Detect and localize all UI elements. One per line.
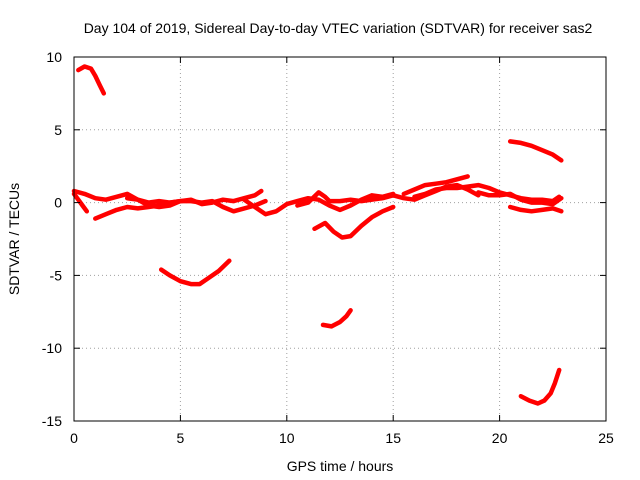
- series-arc-15: [320, 308, 353, 329]
- series-arc-3: [71, 191, 90, 214]
- grid-layer: [74, 57, 606, 421]
- y-tick-label: 5: [54, 122, 62, 138]
- y-tick-label: 0: [54, 195, 62, 211]
- series-arc-2: [71, 188, 264, 210]
- tick-layer: 0 5 10 15 20 25 -15 -10 -5 0 5 10: [42, 49, 614, 446]
- series-layer: [71, 64, 564, 406]
- x-axis-label: GPS time / hours: [287, 458, 394, 474]
- series-arc-8: [401, 174, 470, 197]
- plot-frame: [73, 56, 607, 422]
- x-tick-label: 25: [598, 430, 614, 446]
- series-arc-12: [507, 139, 564, 163]
- series-arc-6: [241, 191, 396, 217]
- y-axis-label: SDTVAR / TECUs: [6, 183, 22, 295]
- y-tick-label: -10: [42, 340, 62, 356]
- y-tick-label: -5: [50, 267, 63, 283]
- x-tick-label: 0: [70, 430, 78, 446]
- series-arc-16: [518, 367, 562, 406]
- series-arc-13: [312, 204, 396, 240]
- x-tick-label: 15: [385, 430, 401, 446]
- series-arc-5: [124, 195, 268, 214]
- series-arc-9: [412, 182, 562, 204]
- chart-title: Day 104 of 2019, Sidereal Day-to-day VTE…: [84, 20, 593, 36]
- y-tick-label: -15: [42, 413, 62, 429]
- series-arc-10: [476, 190, 564, 207]
- y-tick-label: 10: [46, 49, 62, 65]
- x-tick-label: 5: [177, 430, 185, 446]
- series-arc-14: [158, 258, 232, 287]
- series-arc-1: [76, 64, 107, 96]
- series-arc-11: [507, 204, 564, 214]
- x-tick-label: 10: [279, 430, 295, 446]
- x-tick-label: 20: [492, 430, 508, 446]
